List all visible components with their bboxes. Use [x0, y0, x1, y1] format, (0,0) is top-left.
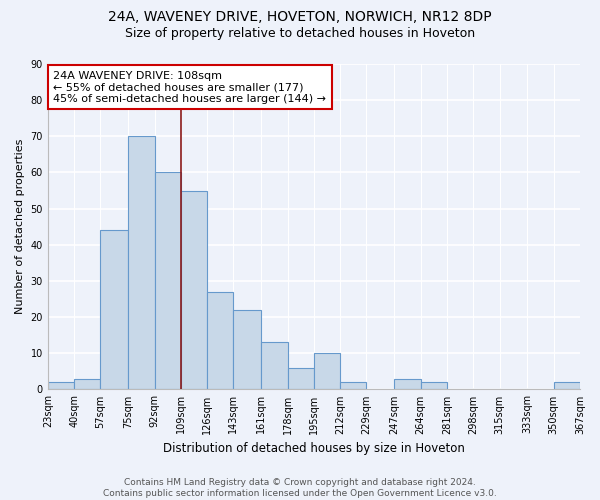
Bar [74, 378, 100, 390]
Bar [233, 310, 261, 390]
X-axis label: Distribution of detached houses by size in Hoveton: Distribution of detached houses by size … [163, 442, 465, 455]
Bar [155, 172, 181, 390]
Bar [128, 136, 155, 390]
Bar [394, 378, 421, 390]
Bar [100, 230, 128, 390]
Bar [261, 342, 287, 390]
Text: Contains HM Land Registry data © Crown copyright and database right 2024.
Contai: Contains HM Land Registry data © Crown c… [103, 478, 497, 498]
Text: 24A WAVENEY DRIVE: 108sqm
← 55% of detached houses are smaller (177)
45% of semi: 24A WAVENEY DRIVE: 108sqm ← 55% of detac… [53, 70, 326, 104]
Text: 24A, WAVENEY DRIVE, HOVETON, NORWICH, NR12 8DP: 24A, WAVENEY DRIVE, HOVETON, NORWICH, NR… [108, 10, 492, 24]
Bar [207, 292, 233, 390]
Bar [181, 190, 207, 390]
Text: Size of property relative to detached houses in Hoveton: Size of property relative to detached ho… [125, 28, 475, 40]
Bar [340, 382, 367, 390]
Bar [287, 368, 314, 390]
Bar [554, 382, 580, 390]
Y-axis label: Number of detached properties: Number of detached properties [15, 139, 25, 314]
Bar [48, 382, 74, 390]
Bar [314, 354, 340, 390]
Bar [421, 382, 447, 390]
